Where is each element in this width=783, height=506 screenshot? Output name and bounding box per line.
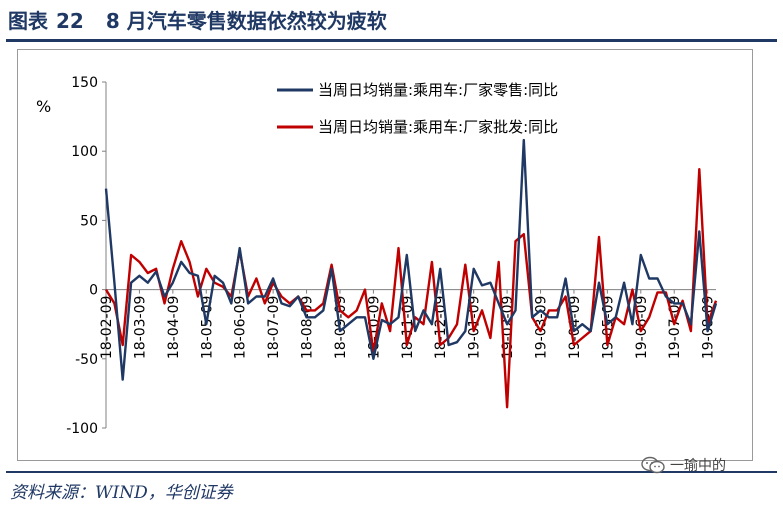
y-tick-label: 100: [71, 144, 98, 160]
y-tick-label: -50: [75, 352, 98, 368]
x-tick-label: 18-02-09: [99, 296, 115, 360]
x-tick-label: 18-06-09: [233, 296, 249, 360]
y-axis: 150 100 50 0 -50 -100: [66, 75, 107, 437]
y-tick-label: 150: [71, 75, 98, 91]
chart-frame: [17, 49, 753, 461]
top-rule: [6, 39, 777, 42]
source-note: 资料来源：WIND，华创证券: [10, 483, 233, 503]
y-tick-label: 0: [89, 283, 98, 299]
bottom-rule: [6, 471, 777, 473]
x-tick-label: 18-04-09: [166, 296, 182, 360]
series-line-1: [104, 167, 718, 409]
figure-heading: 8 月汽车零售数据依然较为疲软: [105, 9, 387, 33]
unit-label: %: [36, 97, 51, 116]
wechat-icon: [641, 456, 665, 474]
x-tick-label: 18-05-09: [199, 296, 215, 360]
series-line-0: [104, 138, 718, 381]
figure-label: 图表: [8, 9, 48, 33]
watermark-text: 一瑜中的: [670, 458, 726, 474]
series-lines: [104, 138, 718, 409]
legend-label-1: 当周日均销量:乘用车:厂家批发:同比: [318, 118, 558, 136]
chart-title: 图表 22 8 月汽车零售数据依然较为疲软: [8, 6, 387, 36]
x-tick-label: 18-07-09: [266, 296, 282, 360]
figure-number: 22: [56, 9, 84, 33]
x-tick-label: 18-03-09: [132, 296, 148, 360]
watermark: 一瑜中的: [640, 455, 726, 475]
legend-label-0: 当周日均销量:乘用车:厂家零售:同比: [318, 81, 558, 99]
y-tick-label: 50: [80, 213, 98, 229]
y-tick-label: -100: [66, 421, 98, 437]
